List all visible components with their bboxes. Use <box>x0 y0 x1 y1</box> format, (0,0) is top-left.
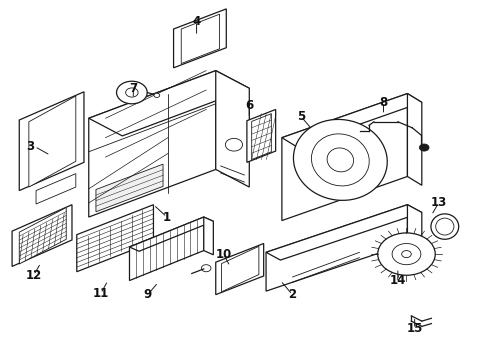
Text: 10: 10 <box>215 248 231 261</box>
Text: 4: 4 <box>192 15 200 28</box>
Text: 12: 12 <box>25 269 41 282</box>
Polygon shape <box>203 217 213 255</box>
Text: 9: 9 <box>143 288 151 301</box>
Polygon shape <box>181 14 219 64</box>
Text: 3: 3 <box>26 140 35 153</box>
Ellipse shape <box>430 214 458 239</box>
Polygon shape <box>89 71 215 217</box>
Ellipse shape <box>311 134 368 186</box>
Text: 8: 8 <box>379 96 387 109</box>
Polygon shape <box>19 207 66 264</box>
Text: 11: 11 <box>92 287 109 300</box>
Text: 6: 6 <box>244 99 253 112</box>
Polygon shape <box>12 205 72 266</box>
Text: 7: 7 <box>129 82 137 95</box>
Polygon shape <box>281 94 421 147</box>
Polygon shape <box>129 217 203 280</box>
Circle shape <box>419 144 428 151</box>
Polygon shape <box>96 164 163 212</box>
Polygon shape <box>129 217 213 251</box>
Polygon shape <box>215 243 263 294</box>
Polygon shape <box>221 246 258 292</box>
Circle shape <box>201 265 210 272</box>
Text: 5: 5 <box>296 110 305 123</box>
Ellipse shape <box>326 148 353 172</box>
Text: 13: 13 <box>429 197 446 210</box>
Polygon shape <box>407 94 421 185</box>
Polygon shape <box>36 174 76 204</box>
Polygon shape <box>265 205 407 291</box>
Polygon shape <box>173 9 226 68</box>
Ellipse shape <box>435 218 453 235</box>
Polygon shape <box>407 205 421 251</box>
Ellipse shape <box>293 120 386 201</box>
Text: 1: 1 <box>163 211 171 224</box>
Polygon shape <box>251 114 271 159</box>
Polygon shape <box>19 92 84 190</box>
Text: 2: 2 <box>288 288 296 301</box>
Text: 15: 15 <box>406 323 422 336</box>
Circle shape <box>401 251 410 258</box>
Polygon shape <box>29 96 76 187</box>
Polygon shape <box>89 71 249 136</box>
Circle shape <box>154 93 160 98</box>
Polygon shape <box>265 205 421 260</box>
Polygon shape <box>281 94 407 221</box>
Circle shape <box>225 138 242 151</box>
Circle shape <box>391 243 420 265</box>
Circle shape <box>116 81 147 104</box>
Polygon shape <box>246 109 275 162</box>
Polygon shape <box>77 205 153 272</box>
Circle shape <box>377 233 434 275</box>
Text: 14: 14 <box>389 274 405 287</box>
Circle shape <box>125 88 138 97</box>
Polygon shape <box>215 71 249 187</box>
